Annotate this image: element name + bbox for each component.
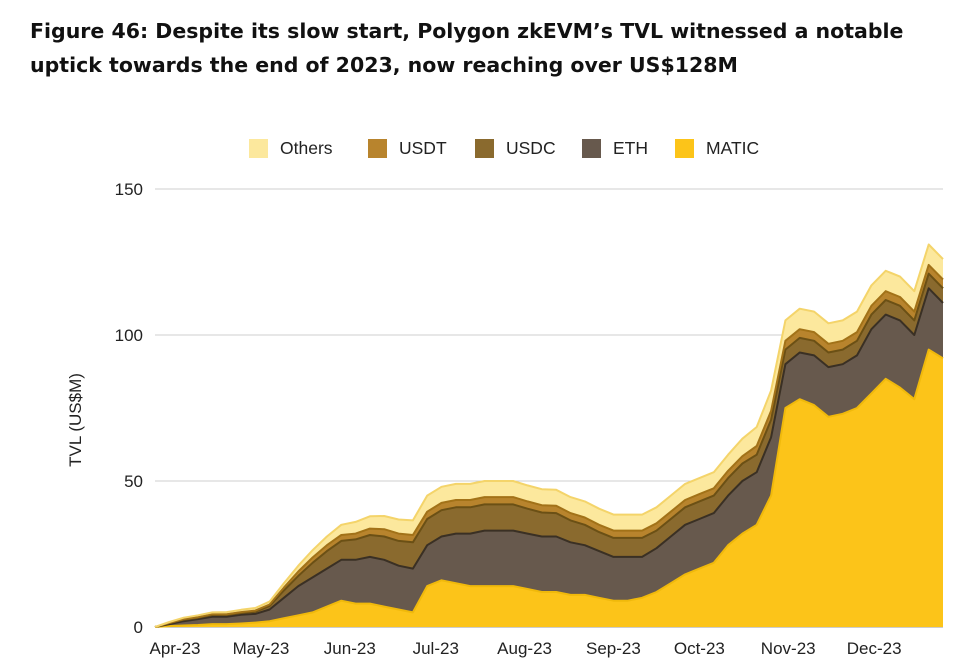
- y-tick-label: 50: [124, 472, 143, 491]
- series-area-usdt: [155, 264, 943, 627]
- x-tick-label-jul-23: Jul-23: [413, 639, 459, 658]
- x-tick-label-apr-23: Apr-23: [149, 639, 200, 658]
- x-tick-label-oct-23: Oct-23: [674, 639, 725, 658]
- series-edges: [154, 243, 944, 628]
- legend-item-usdc: USDC: [475, 138, 556, 158]
- x-tick-label-aug-23: Aug-23: [497, 639, 552, 658]
- x-tick-label-sep-23: Sep-23: [586, 639, 641, 658]
- series-line-matic: [154, 348, 944, 628]
- x-tick-label-jun-23: Jun-23: [324, 639, 376, 658]
- x-tick-label-nov-23: Nov-23: [761, 639, 816, 658]
- legend-label-eth: ETH: [613, 138, 648, 158]
- legend-label-usdc: USDC: [506, 138, 556, 158]
- legend-swatch-matic: [675, 139, 694, 158]
- legend-item-others: Others: [249, 138, 333, 158]
- y-axis-label: TVL (US$M): [66, 373, 85, 467]
- legend-swatch-usdt: [368, 139, 387, 158]
- series-line-usdt: [154, 263, 944, 628]
- legend-swatch-eth: [582, 139, 601, 158]
- series-line-usdc: [154, 272, 944, 628]
- x-tick-label-may-23: May-23: [233, 639, 290, 658]
- series-area-matic: [155, 349, 943, 627]
- series-line-eth: [154, 287, 944, 628]
- legend-item-matic: MATIC: [675, 138, 759, 158]
- series-area-others: [155, 244, 943, 627]
- legend-item-eth: ETH: [582, 138, 648, 158]
- legend-swatch-usdc: [475, 139, 494, 158]
- legend-label-others: Others: [280, 138, 333, 158]
- figure-title: Figure 46: Despite its slow start, Polyg…: [30, 19, 904, 77]
- y-tick-label: 150: [115, 180, 143, 199]
- legend-label-usdt: USDT: [399, 138, 447, 158]
- series-line-others: [154, 243, 944, 628]
- y-tick-label: 0: [134, 618, 143, 637]
- y-axis-ticks: 0 50 100 150: [115, 180, 143, 637]
- x-tick-label-dec-23: Dec-23: [847, 639, 902, 658]
- y-tick-label: 100: [115, 326, 143, 345]
- series-areas: [155, 244, 943, 627]
- legend-label-matic: MATIC: [706, 138, 759, 158]
- legend-swatch-others: [249, 139, 268, 158]
- legend: Others USDT USDC ETH MATIC: [249, 138, 759, 158]
- x-axis-ticks: Apr-23 May-23 Jun-23 Jul-23 Aug-23 Sep-23 Oct-…: [149, 639, 901, 658]
- legend-item-usdt: USDT: [368, 138, 447, 158]
- series-area-eth: [155, 288, 943, 627]
